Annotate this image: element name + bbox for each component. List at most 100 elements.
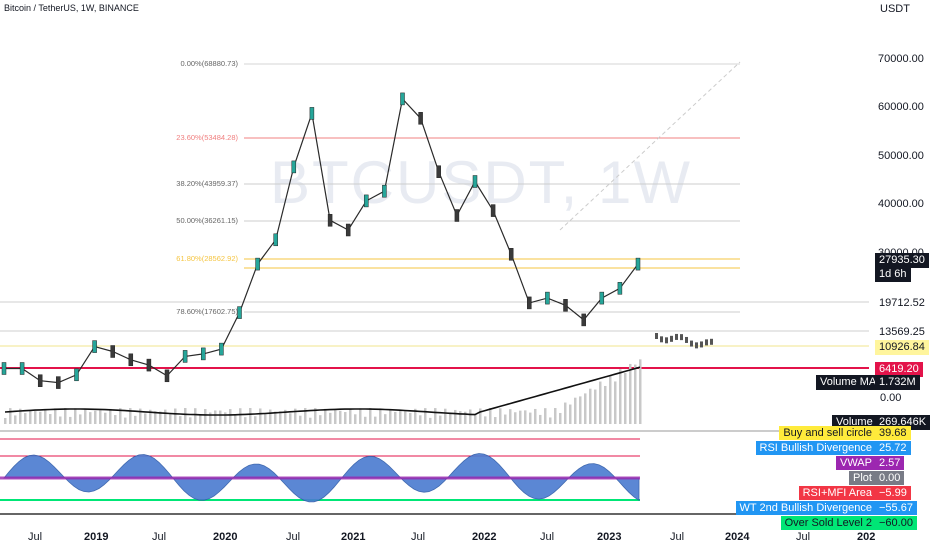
price-candle bbox=[364, 194, 369, 208]
price-candle bbox=[110, 345, 115, 358]
volume-bar bbox=[549, 417, 552, 424]
indicator-value: 0.00 bbox=[875, 471, 905, 485]
volume-bar bbox=[54, 408, 57, 424]
price-candle bbox=[19, 362, 25, 375]
volume-bar bbox=[229, 409, 232, 424]
volume-bar bbox=[479, 408, 482, 424]
time-axis-label: 2019 bbox=[84, 531, 109, 543]
volume-bar bbox=[429, 417, 432, 424]
price-candle bbox=[665, 337, 668, 344]
volume-bar bbox=[184, 408, 187, 424]
volume-bar bbox=[224, 412, 227, 424]
indicator-row[interactable]: RSI+MFI Area −5.99 bbox=[0, 486, 932, 500]
indicator-value: −60.00 bbox=[875, 516, 917, 530]
price-candle bbox=[201, 347, 206, 361]
volume-bar bbox=[349, 409, 352, 424]
price-candle bbox=[237, 306, 242, 319]
indicator-row[interactable]: Over Sold Level 2 −60.00 bbox=[0, 516, 932, 530]
indicator-name: RSI Bullish Divergence bbox=[755, 441, 876, 455]
volume-bar bbox=[509, 409, 512, 424]
volume-bar bbox=[334, 410, 337, 424]
volume-bar bbox=[444, 408, 447, 424]
volume-bar bbox=[499, 408, 502, 424]
volume-bar bbox=[434, 408, 437, 424]
volume-bar bbox=[569, 404, 572, 424]
indicator-row[interactable]: Buy and sell circle 39.68 bbox=[0, 426, 932, 440]
volume-ma-label: Volume MA bbox=[816, 375, 881, 390]
time-axis-label: Jul bbox=[540, 531, 555, 543]
fib-level-label: 23.60%(53484.28) bbox=[176, 133, 238, 142]
volume-bar bbox=[79, 414, 82, 424]
volume-bar bbox=[619, 369, 622, 424]
volume-ma-value: 1.732M bbox=[875, 375, 920, 390]
volume-bar bbox=[159, 411, 162, 424]
price-candle bbox=[705, 339, 708, 346]
last-price-tag: 27935.30 bbox=[875, 253, 929, 268]
volume-bar bbox=[449, 413, 452, 424]
volume-bar bbox=[4, 418, 7, 424]
volume-bar bbox=[289, 413, 292, 424]
volume-bar bbox=[504, 414, 507, 424]
volume-bar bbox=[324, 408, 327, 424]
volume-bar bbox=[419, 415, 422, 424]
volume-bar bbox=[379, 408, 382, 424]
indicator-row[interactable]: RSI Bullish Divergence 25.72 bbox=[0, 441, 932, 455]
indicator-name: WT 2nd Bullish Divergence bbox=[735, 501, 876, 515]
volume-bar bbox=[594, 389, 597, 424]
volume-bar bbox=[584, 393, 587, 424]
volume-bar bbox=[279, 411, 282, 424]
price-candle bbox=[418, 112, 423, 125]
indicator-value: 2.57 bbox=[875, 456, 905, 470]
volume-bar bbox=[384, 414, 387, 424]
price-tick-label: 40000.00 bbox=[878, 198, 924, 210]
volume-bar bbox=[154, 411, 157, 424]
volume-bar bbox=[304, 408, 307, 424]
price-candle bbox=[617, 282, 623, 295]
indicator-row[interactable]: Plot 0.00 bbox=[0, 471, 932, 485]
volume-bar bbox=[389, 409, 392, 424]
volume-bar bbox=[69, 416, 72, 424]
time-axis-label: Jul bbox=[28, 531, 43, 543]
time-axis-label: 2021 bbox=[341, 531, 366, 543]
volume-bar bbox=[339, 410, 342, 424]
volume-bar bbox=[354, 414, 357, 424]
volume-bar bbox=[89, 412, 92, 424]
volume-bar bbox=[319, 415, 322, 424]
volume-bar bbox=[534, 408, 537, 424]
volume-bar bbox=[624, 372, 627, 424]
volume-bar bbox=[284, 409, 287, 424]
volume-bar bbox=[524, 410, 527, 424]
indicator-value: −55.67 bbox=[875, 501, 917, 515]
price-candle bbox=[454, 209, 460, 222]
volume-bar bbox=[399, 410, 402, 424]
volume-bar bbox=[9, 408, 12, 424]
price-candle bbox=[670, 335, 673, 342]
volume-bar bbox=[414, 408, 417, 424]
volume-bar bbox=[199, 414, 202, 424]
price-level-tag: 13569.25 bbox=[875, 325, 929, 340]
price-candle bbox=[599, 291, 605, 305]
volume-bar bbox=[254, 416, 257, 424]
volume-bar bbox=[214, 410, 217, 424]
price-candle bbox=[680, 334, 683, 341]
volume-bar bbox=[39, 411, 42, 424]
volume-bar bbox=[234, 414, 237, 424]
volume-bar bbox=[109, 408, 112, 424]
volume-bar bbox=[494, 417, 497, 424]
volume-bar bbox=[424, 408, 427, 424]
price-candle bbox=[581, 313, 586, 327]
volume-bar bbox=[519, 410, 522, 424]
volume-bar bbox=[539, 414, 542, 424]
indicator-row[interactable]: VWAP 2.57 bbox=[0, 456, 932, 470]
volume-bar bbox=[114, 415, 117, 424]
volume-bar bbox=[564, 402, 567, 424]
indicator-row[interactable]: WT 2nd Bullish Divergence −55.67 bbox=[0, 501, 932, 515]
price-candle bbox=[309, 107, 315, 120]
volume-bar bbox=[209, 412, 212, 424]
price-candle bbox=[490, 204, 496, 217]
volume-bar bbox=[59, 416, 62, 424]
symbol-watermark: BTCUSDT, 1W bbox=[270, 149, 693, 216]
volume-bar bbox=[544, 408, 547, 424]
